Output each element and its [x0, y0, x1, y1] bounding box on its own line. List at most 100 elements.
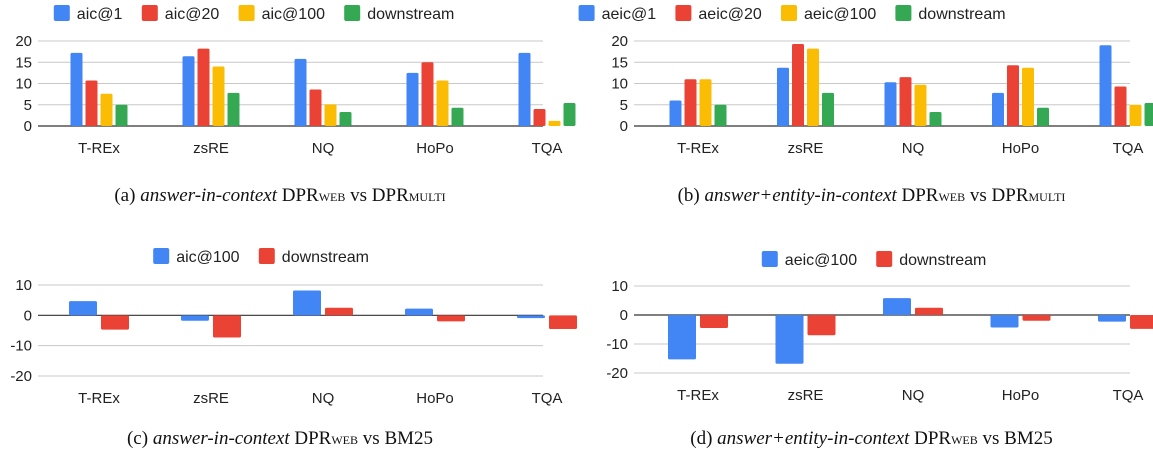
y-tick-label: 0	[24, 307, 32, 324]
bar-aic@100-zsRE	[212, 66, 225, 126]
y-tick-label: 0	[24, 118, 32, 135]
x-tick-label: HoPo	[416, 390, 454, 407]
legend-swatch-aic@20	[141, 5, 158, 21]
bar-downstream-TQA	[1130, 315, 1153, 329]
bar-aic@1-zsRE	[182, 56, 195, 126]
bar-downstream-T-REx	[700, 315, 728, 329]
x-tick-label: TQA	[1113, 387, 1144, 404]
legend-label: aeic@100	[804, 6, 876, 23]
y-tick-label: 10	[611, 278, 628, 295]
legend-label: downstream	[899, 252, 986, 269]
legend-label: aeic@100	[785, 252, 857, 269]
x-tick-label: T-REx	[677, 140, 719, 157]
bar-downstream-HoPo	[1037, 107, 1049, 126]
x-tick-label: NQ	[902, 387, 925, 404]
legend-swatch-aic@1	[53, 5, 70, 21]
bar-downstream-TQA	[563, 103, 576, 126]
legend: aic@1 aic@20 aic@100 downstream	[53, 5, 454, 23]
bar-aeic@20-T-REx	[684, 79, 697, 126]
bar-aeic@1-HoPo	[992, 92, 1004, 126]
bar-aeic@100-HoPo	[1022, 67, 1034, 126]
y-tick-label: 20	[611, 33, 628, 50]
legend-label: downstream	[918, 6, 1005, 23]
bar-aic@1-TQA	[518, 52, 531, 126]
caption-d: (d) answer+entity-in-context DPRWEB vs B…	[690, 428, 1053, 449]
bar-aeic@1-T-REx	[669, 100, 682, 126]
bar-aeic@100-zsRE	[807, 48, 819, 126]
chart-panel-b: aeic@1 aeic@20 aeic@100 downstream 0 5 10 15 20 T…	[578, 0, 1153, 215]
legend: aeic@1 aeic@20 aeic@100 downstream	[578, 5, 1006, 23]
bar-chart-d: aeic@100 downstream -20 -10 0 10 T-REx zsRE NQ Ho…	[606, 251, 1153, 404]
legend: aic@100 downstream	[153, 248, 369, 266]
legend-swatch-aic@100	[153, 248, 170, 264]
legend-label: aeic@20	[698, 6, 761, 23]
bar-aic@100-T-REx	[69, 301, 97, 316]
bar-aic@20-T-REx	[85, 80, 98, 126]
y-tick-label: 5	[24, 97, 32, 114]
legend-label: downstream	[367, 6, 454, 23]
legend-label: aic@100	[176, 249, 239, 266]
bar-aeic@20-TQA	[1114, 86, 1127, 126]
legend-swatch-downstream	[895, 5, 912, 21]
bar-downstream-NQ	[325, 307, 353, 316]
legend-swatch-aeic@100	[781, 5, 797, 21]
bar-downstream-zsRE	[807, 315, 836, 336]
bar-downstream-T-REx	[101, 315, 129, 330]
y-tick-label: 0	[620, 118, 628, 135]
bar-aeic@100-zsRE	[775, 315, 804, 364]
y-tick-label: 0	[620, 307, 628, 324]
bar-aic@1-NQ	[294, 58, 307, 126]
bar-downstream-NQ	[915, 307, 943, 315]
caption-c: (c) answer-in-context DPRWEB vs BM25	[126, 428, 434, 449]
x-tick-label: zsRE	[193, 390, 229, 407]
x-tick-label: TQA	[532, 140, 563, 157]
x-tick-label: NQ	[902, 140, 925, 157]
bar-downstream-zsRE	[822, 92, 834, 126]
bar-downstream-T-REx	[714, 104, 727, 126]
legend-swatch-aeic@100	[761, 251, 778, 267]
x-tick-label: NQ	[312, 390, 335, 407]
bar-chart-a: aic@1 aic@20 aic@100 downstream 0 5 10 15 20 T-RE…	[15, 5, 576, 157]
bar-aeic@20-HoPo	[1007, 65, 1019, 126]
legend-label: aeic@1	[602, 6, 657, 23]
bar-aic@100-NQ	[293, 290, 321, 316]
y-tick-label: -10	[10, 338, 32, 355]
bar-aeic@1-NQ	[884, 82, 897, 126]
legend: aeic@100 downstream	[761, 251, 986, 269]
x-tick-label: HoPo	[1002, 387, 1040, 404]
y-tick-label: -20	[10, 368, 32, 385]
bar-aic@1-HoPo	[406, 72, 419, 126]
bar-aic@100-HoPo	[436, 80, 449, 126]
legend-swatch-aeic@20	[675, 5, 692, 21]
bar-aic@100-T-REx	[100, 93, 113, 126]
bar-downstream-TQA	[549, 315, 577, 329]
bar-aeic@20-NQ	[899, 77, 912, 126]
bar-downstream-NQ	[929, 111, 942, 126]
bar-aeic@100-T-REx	[668, 315, 696, 360]
y-tick-label: 10	[611, 76, 628, 93]
legend-label: aic@1	[77, 6, 123, 23]
bar-aic@20-zsRE	[197, 48, 210, 126]
y-tick-label: 20	[15, 33, 32, 50]
bar-aic@100-NQ	[324, 104, 337, 126]
bar-aeic@1-zsRE	[777, 67, 789, 126]
caption-a: (a) answer-in-context DPRWEB vs DPRMULTI	[114, 185, 446, 206]
bar-downstream-NQ	[339, 111, 352, 126]
bar-aic@100-HoPo	[405, 308, 433, 316]
bar-aic@1-T-REx	[70, 52, 83, 126]
bar-aeic@100-TQA	[1098, 315, 1126, 322]
x-tick-label: T-REx	[677, 387, 719, 404]
x-tick-label: NQ	[312, 140, 335, 157]
x-tick-label: T-REx	[78, 390, 120, 407]
bar-aeic@100-TQA	[1129, 104, 1142, 126]
bar-aeic@100-NQ	[914, 84, 927, 126]
chart-panel-c: aic@100 downstream -20 -10 0 10 T-REx zsRE NQ HoP…	[0, 240, 577, 457]
y-tick-label: 15	[15, 54, 32, 71]
bar-aic@100-TQA	[548, 120, 561, 126]
y-tick-label: -20	[606, 365, 628, 382]
x-tick-label: zsRE	[193, 140, 229, 157]
x-tick-label: TQA	[532, 390, 563, 407]
chart-panel-a: aic@1 aic@20 aic@100 downstream 0 5 10 15 20 T-RE…	[0, 0, 576, 215]
legend-label: aic@100	[262, 6, 325, 23]
bar-aeic@100-NQ	[883, 298, 911, 315]
